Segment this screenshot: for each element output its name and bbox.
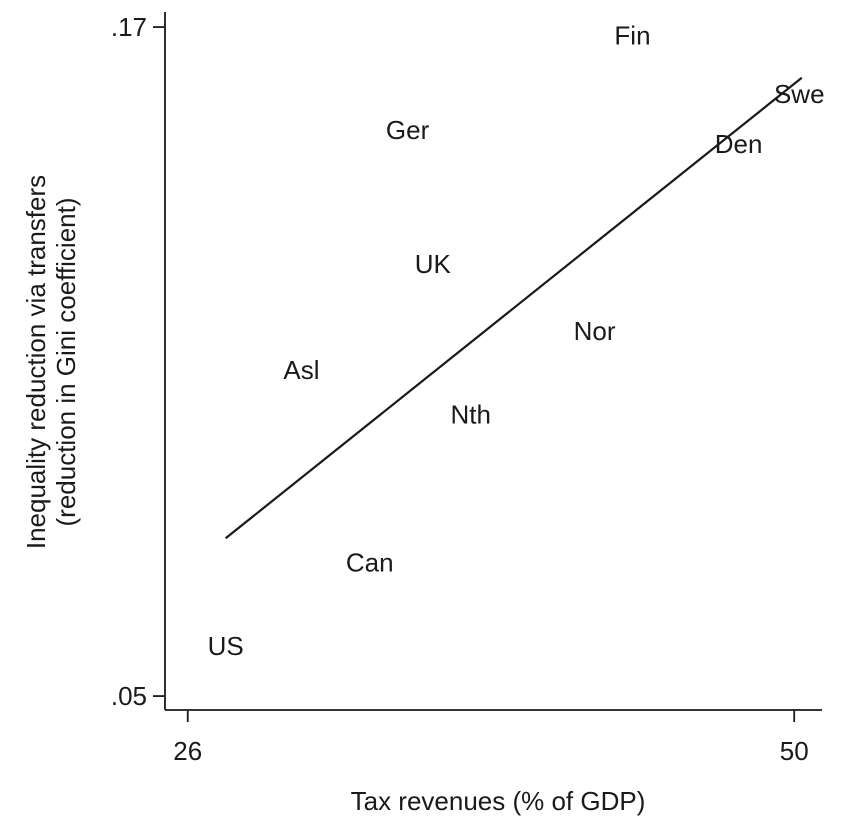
fit-line <box>224 76 803 540</box>
point-label-ger: Ger <box>386 115 430 145</box>
x-axis-title: Tax revenues (% of GDP) <box>351 786 646 816</box>
axis-ticks: 26 50 .05 .17 <box>111 12 809 766</box>
point-label-us: US <box>208 631 244 661</box>
y-axis-title-line1: Inequality reduction via transfers <box>21 175 51 549</box>
point-label-can: Can <box>346 547 394 577</box>
point-label-nor: Nor <box>574 316 616 346</box>
point-label-fin: Fin <box>614 20 650 50</box>
point-label-nth: Nth <box>451 400 491 430</box>
y-tick-label: .17 <box>111 12 147 42</box>
y-axis-title: Inequality reduction via transfers (redu… <box>21 175 81 549</box>
y-axis-title-line2: (reduction in Gini coefficient) <box>51 197 81 526</box>
point-label-asl: Asl <box>283 355 319 385</box>
x-tick-label: 26 <box>173 736 202 766</box>
x-tick-label: 50 <box>780 736 809 766</box>
point-label-den: Den <box>715 129 763 159</box>
y-tick-label: .05 <box>111 681 147 711</box>
point-label-uk: UK <box>415 249 452 279</box>
